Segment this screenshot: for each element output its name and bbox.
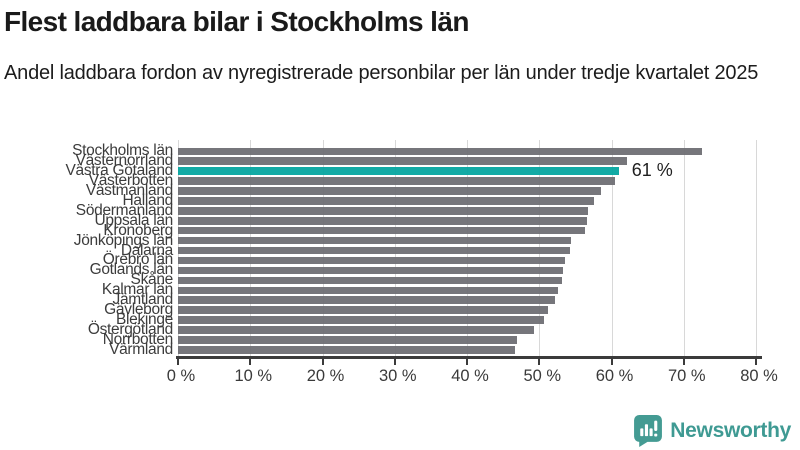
bar	[178, 336, 517, 344]
bar	[178, 157, 628, 165]
category-label: Örebro län	[102, 251, 174, 269]
category-label: Kalmar län	[101, 281, 173, 299]
bar	[178, 177, 616, 185]
bar	[178, 217, 587, 225]
category-label: Jönköpings län	[73, 231, 174, 249]
newsworthy-bubble-chart-icon	[634, 414, 663, 447]
x-axis-tick	[755, 359, 757, 365]
bar	[178, 246, 570, 255]
category-label: Gotlands län	[89, 261, 174, 279]
bar	[178, 296, 556, 304]
category-label: Västmanland	[85, 181, 173, 199]
category-label: Stockholms län	[72, 142, 173, 160]
bar	[178, 326, 535, 334]
x-axis-tick	[682, 359, 685, 365]
newsworthy-logo[interactable]: Newsworthy	[634, 414, 791, 447]
x-axis-tick	[177, 359, 179, 365]
bar	[178, 187, 602, 195]
category-label: Östergötland	[87, 320, 173, 338]
bar	[178, 286, 559, 295]
category-label: Halland	[122, 191, 174, 209]
category-label: Uppsala län	[94, 211, 173, 229]
highlight-value-label: 61 %	[631, 160, 673, 181]
bar	[178, 276, 563, 285]
category-label: Kronoberg	[103, 221, 173, 239]
x-axis-tick-label: 60 %	[595, 367, 634, 385]
x-axis-tick-label: 80 %	[740, 367, 778, 385]
category-label: Gävleborg	[104, 301, 173, 319]
x-axis-tick	[538, 359, 541, 365]
chart-subtitle: Andel laddbara fordon av nyregistrerade …	[4, 62, 759, 84]
gridline	[611, 140, 613, 356]
bar-highlight	[178, 167, 619, 175]
x-axis-tick	[249, 359, 252, 365]
category-label: Skåne	[130, 271, 174, 289]
bar	[178, 306, 548, 314]
bar	[178, 197, 595, 205]
x-axis-tick-label: 30 %	[378, 367, 417, 385]
category-label: Jämtland	[112, 291, 174, 309]
x-axis-tick	[393, 359, 396, 365]
bar	[178, 256, 566, 265]
category-label: Västernorrland	[75, 152, 174, 170]
x-axis-tick-label: 20 %	[306, 367, 345, 385]
x-axis-tick	[610, 359, 613, 365]
bar	[178, 226, 586, 235]
category-label: Västerbotten	[88, 172, 174, 190]
category-label: Blekinge	[115, 311, 173, 329]
category-label: Södermanland	[75, 201, 174, 219]
bar	[178, 266, 564, 275]
category-label: Värmland	[109, 340, 173, 358]
x-axis-tick-label: 40 %	[451, 367, 489, 385]
x-axis-tick	[321, 359, 324, 365]
category-label: Norrbotten	[102, 330, 174, 348]
category-label: Västra Götaland	[65, 162, 173, 180]
bar	[178, 236, 572, 245]
brand-name: Newsworthy	[670, 418, 791, 442]
x-axis-tick-label: 70 %	[667, 367, 706, 385]
x-axis-tick-label: 10 %	[234, 367, 273, 385]
bar	[178, 207, 589, 215]
category-label: Dalarna	[120, 241, 173, 259]
gridline	[756, 140, 757, 356]
bar	[178, 346, 515, 354]
x-axis-tick-label: 0 %	[166, 367, 196, 385]
chart-title: Flest laddbara bilar i Stockholms län	[4, 6, 469, 37]
gridline	[683, 140, 685, 356]
bar	[178, 147, 702, 155]
x-axis-tick-label: 50 %	[523, 367, 562, 385]
bar	[178, 316, 545, 324]
x-axis-tick	[466, 359, 468, 365]
x-axis-line	[176, 356, 762, 359]
